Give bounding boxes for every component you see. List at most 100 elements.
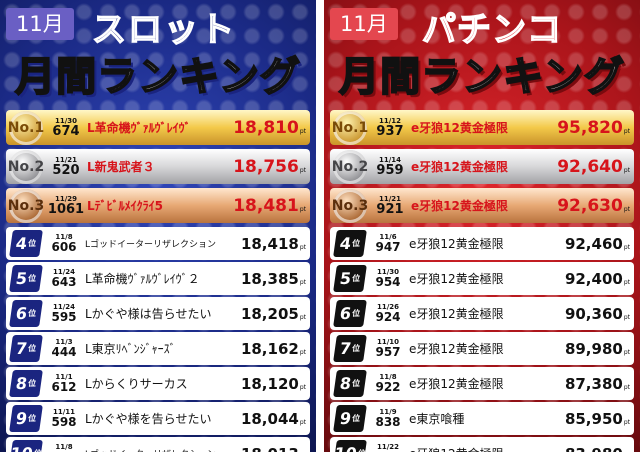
ranking-row: 9 位 11/11 598 Lかぐや様を告らせたい 18,044pt	[6, 402, 310, 435]
entry-date: 11/3	[55, 338, 73, 346]
points-value: 18,044	[240, 410, 299, 428]
rank-suffix: 位	[351, 309, 361, 318]
machine-name: e牙狼12黄金極限	[411, 160, 508, 174]
points-value: 18,385	[240, 270, 299, 288]
entry-date: 11/21	[378, 194, 402, 203]
points-value: 83,980	[565, 445, 623, 452]
entry-date: 11/8	[55, 443, 73, 451]
points: 18,013pt	[224, 444, 310, 452]
points-value: 18,756	[233, 156, 299, 177]
points-value: 95,820	[557, 117, 623, 138]
rank-suffix: 位	[27, 379, 37, 388]
rank-number: 7	[338, 339, 353, 358]
bronze-medal-icon: No.3	[332, 188, 368, 223]
ranking-row: 5 位 11/30 954 e牙狼12黄金極限 92,400pt	[330, 262, 634, 295]
slot-ranking-panel: 11月 スロット 月間ランキング No.1 11/30 674 L革命機ｳﾞｧﾙｳﾞﾚ…	[0, 0, 316, 452]
entry-date: 11/9	[379, 408, 397, 416]
points-value: 18,120	[240, 375, 299, 393]
date-count: 11/8603	[45, 444, 83, 452]
points: 18,481pt	[224, 196, 310, 216]
pachinko-subtitle: 月間ランキング	[338, 53, 625, 101]
points-value: 85,950	[564, 410, 623, 428]
silver-medal-icon: No.2	[8, 149, 44, 184]
machine-name: Lからくりサーカス	[85, 377, 188, 391]
date-count: 11/8 922	[369, 374, 407, 394]
entry-date: 11/11	[52, 408, 76, 416]
panel-divider	[316, 0, 324, 452]
points-value: 18,013	[241, 445, 299, 452]
points-unit: pt	[623, 384, 630, 391]
machine-name: e牙狼12黄金極限	[409, 307, 504, 321]
entry-count: 924	[375, 310, 401, 324]
rank-suffix: 位	[351, 274, 361, 283]
ranking-row: 9 位 11/9 838 e東京喰種 85,950pt	[330, 402, 634, 435]
entry-count: 606	[51, 240, 77, 254]
points-unit: pt	[299, 419, 306, 426]
points: 18,162pt	[224, 339, 310, 358]
points-value: 18,418	[240, 235, 299, 253]
points-unit: pt	[299, 127, 306, 135]
rank-number: 8	[14, 374, 29, 393]
date-count: 11/9 838	[369, 408, 407, 429]
points-value: 18,481	[233, 195, 299, 216]
points: 92,640pt	[548, 157, 634, 177]
points-unit: pt	[299, 279, 306, 286]
entry-date: 11/6	[379, 233, 397, 241]
bronze-medal-icon: No.3	[8, 188, 44, 223]
entry-count: 959	[376, 162, 404, 178]
entry-count: 922	[375, 380, 401, 394]
ranking-row: No.1 11/30 674 L革命機ｳﾞｧﾙｳﾞﾚｲｳﾞ 18,810pt	[6, 110, 310, 145]
entry-date: 11/14	[378, 155, 402, 164]
entry-count: 937	[376, 123, 404, 139]
silver-medal-icon: No.2	[332, 149, 368, 184]
date-count: 11/30 954	[369, 269, 407, 289]
rank-badge: 10位	[9, 440, 43, 452]
date-count: 11/11 598	[45, 408, 83, 429]
points-unit: pt	[623, 127, 630, 135]
date-count: 11/26 924	[369, 303, 407, 324]
machine-name: Lかぐや様を告らせたい	[85, 412, 212, 426]
ranking-row: 8 位 11/1 612 Lからくりサーカス 18,120pt	[6, 367, 310, 400]
points-unit: pt	[623, 279, 630, 286]
entry-count: 947	[375, 240, 401, 254]
points-unit: pt	[623, 244, 630, 251]
ranking-row: 7 位 11/3 444 L東京ﾘﾍﾞﾝｼﾞｬｰｽﾞ 18,162pt	[6, 332, 310, 365]
machine-name: e牙狼12黄金極限	[407, 445, 548, 452]
rank-number: 6	[338, 304, 353, 323]
rank-number: 9	[338, 409, 353, 428]
rank-number: 9	[14, 409, 29, 428]
entry-date: 11/26	[376, 303, 400, 311]
entry-date: 11/24	[52, 303, 76, 311]
points-unit: pt	[299, 314, 306, 321]
machine-name: e牙狼12黄金極限	[409, 237, 504, 251]
rank-number: 6	[14, 304, 29, 323]
ranking-row: 5 位 11/24 643 L革命機ｳﾞｧﾙｳﾞﾚｲｳﾞ２ 18,385pt	[6, 262, 310, 295]
points: 18,205pt	[224, 304, 310, 323]
machine-name: L革命機ｳﾞｧﾙｳﾞﾚｲｳﾞ	[87, 121, 191, 135]
machine-name: e牙狼12黄金極限	[409, 272, 504, 286]
rank-suffix: 位	[351, 239, 361, 248]
entry-date: 11/21	[54, 155, 78, 164]
date-count: 11/30 674	[47, 117, 85, 138]
machine-name: Lゴッドイーターリザレクション	[85, 240, 217, 250]
entry-date: 11/8	[55, 233, 73, 241]
entry-date: 11/12	[378, 116, 402, 125]
date-count: 11/24 595	[45, 303, 83, 324]
machine-name: L新鬼武者３	[87, 160, 155, 174]
points-unit: pt	[299, 384, 306, 391]
rank-suffix: 位	[351, 414, 361, 423]
date-count: 11/1 612	[45, 374, 83, 394]
machine-name: Lゴッドイーターリザレクション	[83, 447, 224, 452]
machine-name: e東京喰種	[409, 412, 465, 426]
rank-suffix: 位	[27, 414, 37, 423]
machine-name: Lかぐや様は告らせたい	[85, 307, 212, 321]
rank-suffix: 位	[357, 448, 367, 452]
points-value: 18,162	[240, 340, 299, 358]
ranking-row: 10位11/8603Lゴッドイーターリザレクション18,013pt	[6, 437, 310, 452]
rank-number: 10	[333, 444, 358, 452]
points: 18,044pt	[224, 409, 310, 428]
